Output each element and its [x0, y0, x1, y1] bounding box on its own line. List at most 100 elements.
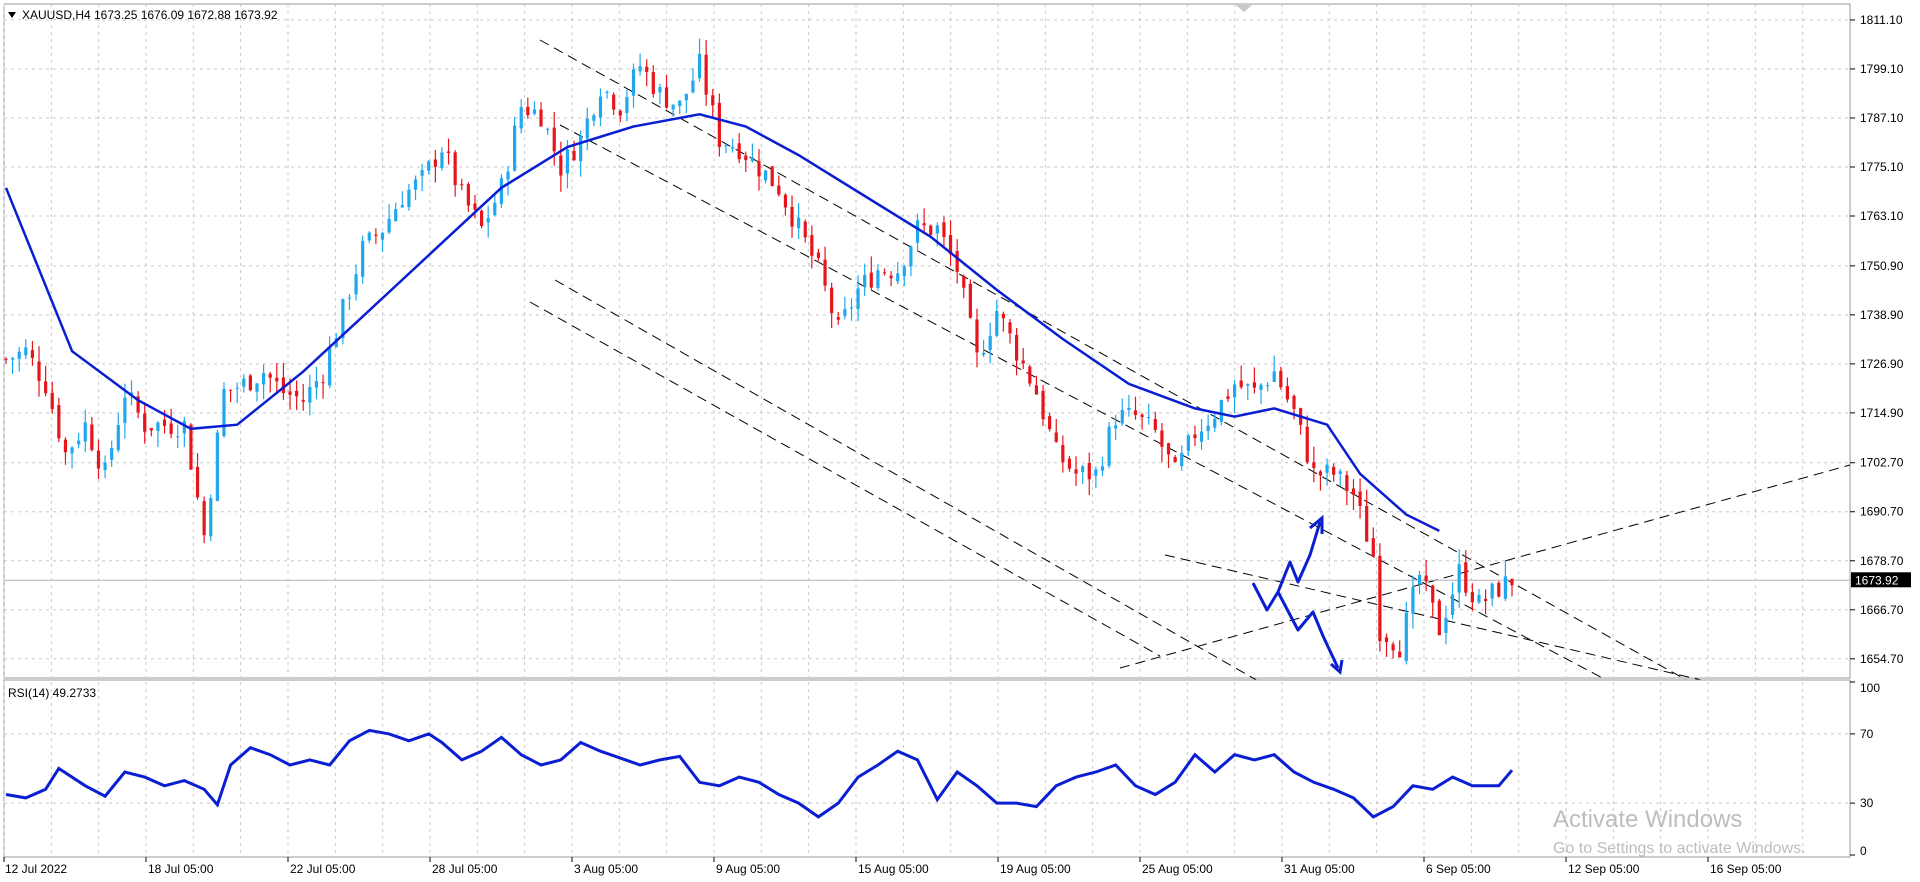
candle-body[interactable]: [1312, 462, 1316, 468]
candle-body[interactable]: [420, 170, 424, 176]
candle-body[interactable]: [1120, 409, 1124, 424]
candle-body[interactable]: [1180, 452, 1184, 467]
candle-body[interactable]: [1398, 651, 1402, 658]
candle-body[interactable]: [248, 375, 252, 391]
candle-body[interactable]: [803, 221, 807, 238]
candle-body[interactable]: [209, 498, 213, 537]
candle-body[interactable]: [103, 462, 107, 470]
candle-body[interactable]: [684, 93, 688, 101]
candle-body[interactable]: [493, 202, 497, 216]
candle-body[interactable]: [1140, 414, 1144, 418]
candle-body[interactable]: [968, 283, 972, 318]
price-axis[interactable]: 1811.10 1799.10 1787.10 1775.10 1763.10 1750.…: [1850, 13, 1904, 666]
candle-body[interactable]: [843, 309, 847, 316]
candle-body[interactable]: [242, 378, 246, 387]
candle-body[interactable]: [460, 184, 464, 186]
chevron-down-icon[interactable]: [8, 12, 16, 18]
time-axis[interactable]: 12 Jul 2022 18 Jul 05:00 22 Jul 05:00 28 Ju…: [3, 857, 1782, 876]
candle-body[interactable]: [1305, 426, 1309, 463]
candle-body[interactable]: [374, 234, 378, 236]
candle-body[interactable]: [1424, 575, 1428, 582]
candle-body[interactable]: [1279, 370, 1283, 388]
candle-body[interactable]: [598, 96, 603, 118]
candle-body[interactable]: [691, 80, 695, 93]
candle-body[interactable]: [1384, 637, 1389, 643]
candle-body[interactable]: [506, 171, 510, 180]
candle-body[interactable]: [1431, 585, 1435, 603]
candle-body[interactable]: [486, 218, 490, 223]
candle-body[interactable]: [882, 272, 887, 274]
candle-body[interactable]: [711, 95, 715, 106]
candle-body[interactable]: [1015, 334, 1019, 361]
candle-body[interactable]: [1332, 466, 1336, 475]
candle-body[interactable]: [605, 91, 609, 93]
candle-body[interactable]: [849, 307, 854, 309]
candle-body[interactable]: [975, 319, 979, 353]
candle-body[interactable]: [579, 135, 583, 162]
projection-down-arrowhead[interactable]: [1330, 659, 1344, 675]
projection-up-arrowhead[interactable]: [1309, 514, 1324, 534]
candle-body[interactable]: [1470, 592, 1474, 603]
candle-body[interactable]: [96, 450, 101, 469]
candle-body[interactable]: [935, 225, 939, 234]
rsi-line[interactable]: [5, 728, 1514, 819]
candle-body[interactable]: [1232, 384, 1237, 398]
candle-body[interactable]: [1153, 419, 1157, 430]
candle-body[interactable]: [995, 311, 999, 336]
candle-body[interactable]: [479, 210, 484, 226]
candle-body[interactable]: [962, 276, 966, 288]
candle-body[interactable]: [1008, 322, 1012, 334]
candle-body[interactable]: [1510, 578, 1514, 586]
candle-body[interactable]: [30, 350, 35, 358]
candle-body[interactable]: [823, 259, 827, 286]
candle-body[interactable]: [1213, 418, 1217, 428]
candle-body[interactable]: [546, 129, 550, 131]
candle-body[interactable]: [631, 69, 636, 96]
candle-body[interactable]: [790, 206, 794, 227]
candle-body[interactable]: [929, 225, 933, 235]
candle-body[interactable]: [1457, 564, 1461, 593]
candle-body[interactable]: [625, 97, 629, 114]
candle-body[interactable]: [70, 447, 74, 454]
candle-body[interactable]: [1147, 417, 1151, 419]
candle-body[interactable]: [1021, 360, 1025, 364]
candle-body[interactable]: [612, 94, 616, 110]
candle-body[interactable]: [1318, 471, 1323, 476]
candle-body[interactable]: [427, 161, 431, 171]
candle-body[interactable]: [618, 110, 622, 116]
candle-body[interactable]: [757, 161, 761, 177]
candle-body[interactable]: [288, 391, 292, 395]
candle-body[interactable]: [1193, 434, 1197, 439]
candle-body[interactable]: [110, 448, 114, 460]
candle-body[interactable]: [1048, 416, 1052, 430]
candle-body[interactable]: [1239, 380, 1243, 388]
candle-body[interactable]: [24, 347, 28, 356]
candle-body[interactable]: [730, 147, 735, 149]
candle-body[interactable]: [1252, 382, 1256, 388]
candle-body[interactable]: [44, 381, 48, 394]
candle-body[interactable]: [1464, 562, 1468, 593]
channel-lower-line[interactable]: [554, 279, 1261, 683]
candle-body[interactable]: [830, 287, 834, 314]
candle-body[interactable]: [136, 396, 140, 413]
projection-down-path[interactable]: [1276, 591, 1340, 669]
candle-body[interactable]: [394, 209, 398, 222]
candle-body[interactable]: [565, 149, 570, 174]
candle-body[interactable]: [1041, 390, 1045, 420]
candle-body[interactable]: [1477, 594, 1481, 603]
candle-body[interactable]: [1351, 488, 1356, 495]
candle-body[interactable]: [235, 387, 239, 389]
candle-body[interactable]: [1450, 594, 1455, 615]
candle-body[interactable]: [387, 218, 391, 233]
candle-body[interactable]: [671, 104, 675, 110]
candle-body[interactable]: [955, 250, 959, 273]
candle-body[interactable]: [1259, 384, 1263, 390]
candle-body[interactable]: [1219, 400, 1223, 422]
candle-body[interactable]: [83, 422, 87, 442]
channel-upper-line-2[interactable]: [559, 124, 1611, 683]
trendline-drawings[interactable]: [529, 39, 1851, 683]
candle-body[interactable]: [1272, 371, 1276, 382]
candle-body[interactable]: [651, 72, 655, 94]
candle-body[interactable]: [539, 109, 543, 127]
